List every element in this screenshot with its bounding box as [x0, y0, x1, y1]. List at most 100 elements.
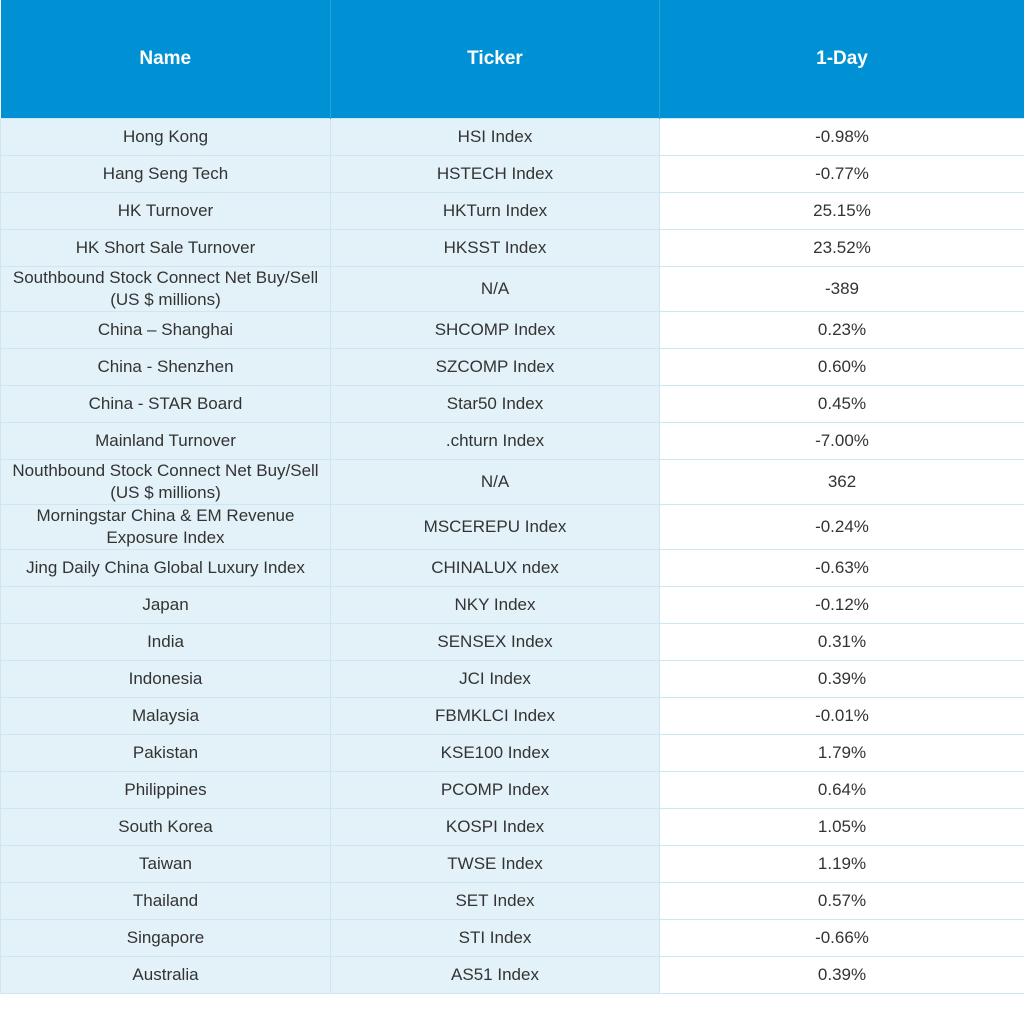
- table-cell: Singapore: [0, 919, 331, 957]
- table-cell: HK Turnover: [0, 192, 331, 230]
- table-cell: 23.52%: [659, 229, 1024, 267]
- table-cell: Philippines: [0, 771, 331, 809]
- table-cell: CHINALUX ndex: [330, 549, 660, 587]
- table-cell: Japan: [0, 586, 331, 624]
- table-cell: -0.98%: [659, 118, 1024, 156]
- table-cell: -7.00%: [659, 422, 1024, 460]
- table-cell: -389: [659, 266, 1024, 312]
- table-row: Japan NKY Index -0.12%: [0, 586, 1024, 624]
- table-cell: MSCEREPU Index: [330, 504, 660, 550]
- table-row: China – Shanghai SHCOMP Index 0.23%: [0, 311, 1024, 349]
- table-cell: 1.19%: [659, 845, 1024, 883]
- table-cell: -0.63%: [659, 549, 1024, 587]
- table-cell: China - STAR Board: [0, 385, 331, 423]
- table-cell: NKY Index: [330, 586, 660, 624]
- table-cell: HKTurn Index: [330, 192, 660, 230]
- table-cell: Hang Seng Tech: [0, 155, 331, 193]
- table-cell: Mainland Turnover: [0, 422, 331, 460]
- table-cell: HSI Index: [330, 118, 660, 156]
- table-cell: 0.64%: [659, 771, 1024, 809]
- header-cell: Ticker: [330, 0, 660, 119]
- table-row: Hang Seng Tech HSTECH Index -0.77%: [0, 155, 1024, 193]
- table-cell: Australia: [0, 956, 331, 994]
- table-cell: India: [0, 623, 331, 661]
- table-cell: 1.79%: [659, 734, 1024, 772]
- table-cell: SET Index: [330, 882, 660, 920]
- table-row: China - Shenzhen SZCOMP Index 0.60%: [0, 348, 1024, 386]
- table-cell: Jing Daily China Global Luxury Index: [0, 549, 331, 587]
- table-row: Philippines PCOMP Index 0.64%: [0, 771, 1024, 809]
- table-cell: 0.23%: [659, 311, 1024, 349]
- table-cell: PCOMP Index: [330, 771, 660, 809]
- table-row: Nouthbound Stock Connect Net Buy/Sell (U…: [0, 459, 1024, 505]
- table-cell: JCI Index: [330, 660, 660, 698]
- table-cell: Thailand: [0, 882, 331, 920]
- header-row: Name Ticker 1-Day: [0, 0, 1024, 119]
- table-row: HK Short Sale Turnover HKSST Index 23.52%: [0, 229, 1024, 267]
- table-cell: China – Shanghai: [0, 311, 331, 349]
- table-cell: 0.39%: [659, 660, 1024, 698]
- table-cell: Taiwan: [0, 845, 331, 883]
- table-cell: Southbound Stock Connect Net Buy/Sell (U…: [0, 266, 331, 312]
- table-cell: 0.60%: [659, 348, 1024, 386]
- table-row: Malaysia FBMKLCI Index -0.01%: [0, 697, 1024, 735]
- table-cell: 0.45%: [659, 385, 1024, 423]
- table-row: Taiwan TWSE Index 1.19%: [0, 845, 1024, 883]
- table-cell: KOSPI Index: [330, 808, 660, 846]
- table-cell: HSTECH Index: [330, 155, 660, 193]
- table-cell: -0.77%: [659, 155, 1024, 193]
- table-cell: TWSE Index: [330, 845, 660, 883]
- table-cell: SENSEX Index: [330, 623, 660, 661]
- table-cell: SZCOMP Index: [330, 348, 660, 386]
- table-row: China - STAR Board Star50 Index 0.45%: [0, 385, 1024, 423]
- table-cell: HK Short Sale Turnover: [0, 229, 331, 267]
- table-cell: South Korea: [0, 808, 331, 846]
- table-cell: -0.24%: [659, 504, 1024, 550]
- table-cell: SHCOMP Index: [330, 311, 660, 349]
- table-cell: 362: [659, 459, 1024, 505]
- table-cell: N/A: [330, 459, 660, 505]
- table-row: Morningstar China & EM Revenue Exposure …: [0, 504, 1024, 550]
- header-cell: 1-Day: [659, 0, 1024, 119]
- table-header: Name Ticker 1-Day: [0, 0, 1024, 119]
- table-cell: Nouthbound Stock Connect Net Buy/Sell (U…: [0, 459, 331, 505]
- table-cell: 1.05%: [659, 808, 1024, 846]
- header-cell: Name: [0, 0, 331, 119]
- table-row: Mainland Turnover .chturn Index -7.00%: [0, 422, 1024, 460]
- table-row: Hong Kong HSI Index -0.98%: [0, 118, 1024, 156]
- table-row: Indonesia JCI Index 0.39%: [0, 660, 1024, 698]
- table-cell: Hong Kong: [0, 118, 331, 156]
- table-row: India SENSEX Index 0.31%: [0, 623, 1024, 661]
- table-cell: Morningstar China & EM Revenue Exposure …: [0, 504, 331, 550]
- table-body: Hong Kong HSI Index -0.98% Hang Seng Tech HS…: [0, 118, 1024, 994]
- table-cell: 25.15%: [659, 192, 1024, 230]
- table-row: Singapore STI Index -0.66%: [0, 919, 1024, 957]
- table-cell: .chturn Index: [330, 422, 660, 460]
- table-cell: STI Index: [330, 919, 660, 957]
- table-cell: Star50 Index: [330, 385, 660, 423]
- table-cell: 0.39%: [659, 956, 1024, 994]
- table-cell: AS51 Index: [330, 956, 660, 994]
- table-cell: 0.31%: [659, 623, 1024, 661]
- table-cell: Pakistan: [0, 734, 331, 772]
- table-row: Jing Daily China Global Luxury Index CHIN…: [0, 549, 1024, 587]
- table-row: Southbound Stock Connect Net Buy/Sell (U…: [0, 266, 1024, 312]
- table-cell: Indonesia: [0, 660, 331, 698]
- table-row: Australia AS51 Index 0.39%: [0, 956, 1024, 994]
- table-cell: -0.01%: [659, 697, 1024, 735]
- table-cell: China - Shenzhen: [0, 348, 331, 386]
- table-cell: 0.57%: [659, 882, 1024, 920]
- table-cell: FBMKLCI Index: [330, 697, 660, 735]
- table-row: HK Turnover HKTurn Index 25.15%: [0, 192, 1024, 230]
- table-cell: -0.66%: [659, 919, 1024, 957]
- table-row: Pakistan KSE100 Index 1.79%: [0, 734, 1024, 772]
- table-cell: HKSST Index: [330, 229, 660, 267]
- table-cell: KSE100 Index: [330, 734, 660, 772]
- table-cell: Malaysia: [0, 697, 331, 735]
- table-cell: -0.12%: [659, 586, 1024, 624]
- table-cell: N/A: [330, 266, 660, 312]
- table-row: Thailand SET Index 0.57%: [0, 882, 1024, 920]
- table-row: South Korea KOSPI Index 1.05%: [0, 808, 1024, 846]
